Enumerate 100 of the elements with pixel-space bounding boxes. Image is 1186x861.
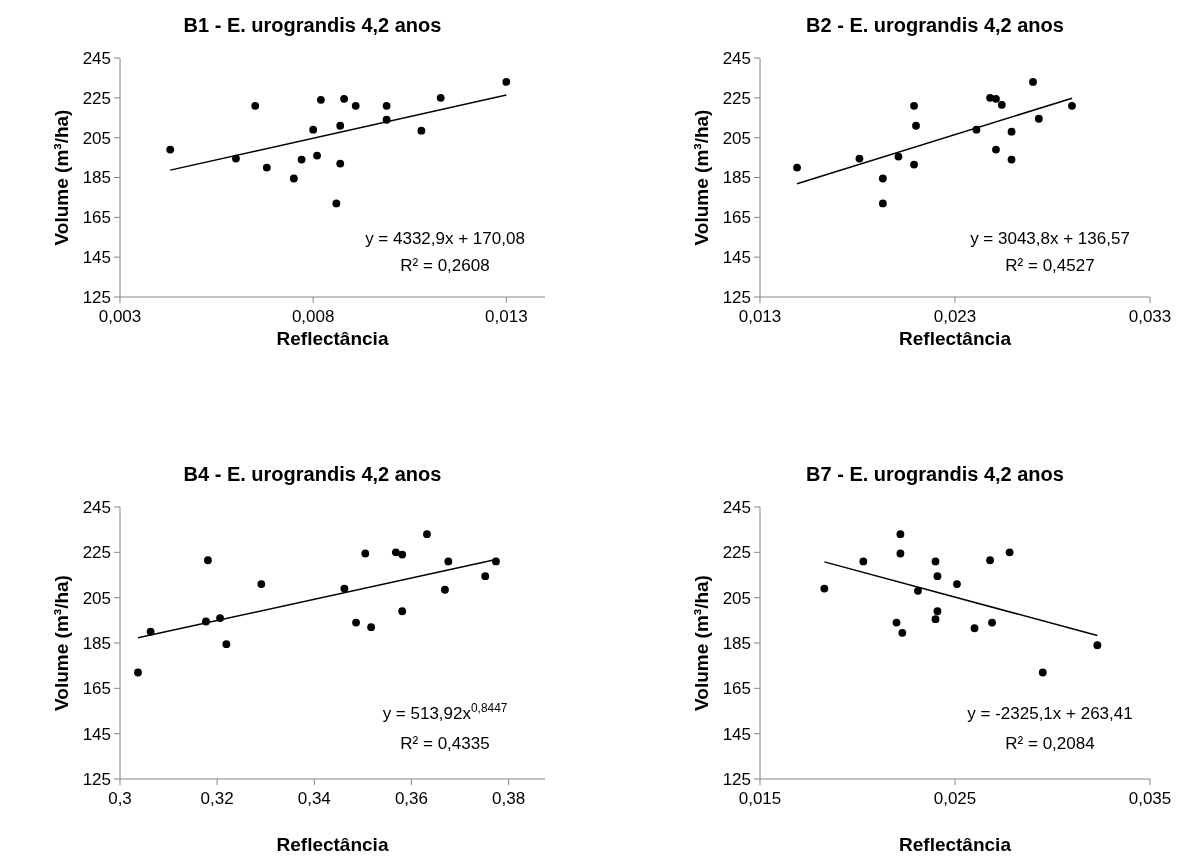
point (986, 556, 995, 565)
point (1038, 668, 1047, 677)
x-tick-label: 0,035 (1128, 789, 1172, 808)
x-tick-label: 0,025 (933, 789, 977, 808)
point (878, 199, 887, 208)
point (317, 95, 325, 104)
y-tick-label: 185 (82, 633, 111, 653)
y-tick-label: 145 (722, 248, 751, 268)
point (361, 549, 370, 558)
point (1034, 114, 1043, 123)
point (340, 584, 349, 593)
x-tick-label: 0,38 (492, 789, 526, 808)
y-tick-label: 125 (82, 287, 111, 307)
y-tick-label: 205 (722, 588, 751, 608)
y-tick-label: 225 (722, 88, 751, 108)
point (855, 154, 864, 163)
chart-title: B2 - E. urograndis 4,2 anos (806, 14, 1064, 36)
annotation: y = 513,92x$^{0,8447}$ (382, 701, 508, 724)
annotation: y = 4332,9x + 170,08 (365, 229, 525, 249)
x-tick-label: 0,033 (1128, 307, 1172, 326)
point (894, 152, 903, 161)
y-tick-label: 225 (82, 543, 111, 563)
y-tick-label: 165 (82, 208, 111, 228)
x-tick-label: 0,008 (291, 307, 335, 326)
y-tick-label: 245 (722, 48, 751, 68)
point (896, 549, 905, 558)
annotation: R² = 0,4527 (1005, 255, 1095, 275)
y-tick-label: 185 (82, 168, 111, 188)
y-tick-label: 205 (82, 588, 111, 608)
chart-title: B4 - E. urograndis 4,2 anos (183, 463, 442, 485)
x-axis-title: Reflectância (276, 328, 389, 349)
point (417, 126, 426, 135)
y-axis-title: Volume (m³/ha) (691, 575, 712, 711)
point (398, 607, 407, 616)
point (398, 550, 407, 559)
point (313, 151, 321, 160)
x-tick-label: 0,003 (98, 307, 142, 326)
y-tick-label: 125 (722, 287, 751, 307)
point (444, 557, 453, 566)
x-tick-label: 0,3 (108, 789, 132, 808)
x-tick-label: 0,013 (738, 307, 782, 326)
annotation: y = 3043,8x + 136,57 (970, 229, 1130, 249)
point (910, 101, 918, 110)
y-axis-title: Volume (m³/ha) (51, 575, 72, 711)
annotation: y = -2325,1x + 263,41 (967, 704, 1133, 724)
chart-title: B1 - E. urograndis 4,2 anos (183, 14, 442, 36)
y-axis-title: Volume (m³/ha) (691, 109, 712, 246)
point (436, 93, 445, 102)
y-tick-label: 145 (82, 248, 111, 268)
annotation: R² = 0,4335 (400, 734, 490, 754)
point (166, 145, 175, 154)
y-tick-label: 125 (82, 769, 111, 789)
point (262, 163, 271, 172)
x-axis-title: Reflectância (276, 834, 389, 855)
point (257, 580, 266, 588)
point (912, 121, 920, 130)
point (297, 155, 306, 164)
point (382, 101, 391, 110)
x-tick-label: 0,34 (297, 789, 331, 808)
point (502, 78, 511, 86)
point (859, 557, 868, 566)
y-tick-label: 185 (722, 633, 751, 653)
point (289, 174, 298, 183)
point (309, 125, 318, 134)
point (933, 572, 942, 581)
y-tick-label: 165 (722, 679, 751, 699)
point (391, 548, 400, 557)
x-tick-label: 0,32 (200, 789, 234, 808)
x-tick-label: 0,36 (394, 789, 428, 808)
y-tick-label: 225 (722, 543, 751, 563)
point (1007, 155, 1016, 164)
point (367, 623, 376, 632)
point (931, 615, 940, 624)
annotation: R² = 0,2608 (400, 255, 490, 275)
point (1029, 78, 1037, 86)
y-tick-label: 205 (722, 128, 751, 148)
chart-title: B7 - E. urograndis 4,2 anos (806, 463, 1064, 485)
point (878, 174, 887, 183)
x-tick-label: 0,013 (485, 307, 528, 326)
point (1068, 101, 1076, 110)
y-tick-label: 145 (722, 724, 751, 744)
point (1007, 127, 1016, 136)
point (352, 618, 360, 627)
point (423, 530, 431, 539)
point (340, 94, 348, 103)
point (481, 572, 490, 581)
point (896, 530, 905, 539)
point (931, 557, 940, 566)
y-tick-label: 245 (82, 48, 111, 68)
y-tick-label: 185 (722, 168, 751, 188)
point (351, 101, 360, 110)
x-axis-title: Reflectância (899, 834, 1012, 855)
point (970, 624, 979, 633)
x-tick-label: 0,023 (933, 307, 977, 326)
point (910, 160, 918, 169)
point (988, 618, 996, 627)
point (992, 94, 1000, 103)
y-tick-label: 245 (82, 497, 111, 517)
point (898, 628, 907, 637)
point (336, 121, 345, 130)
